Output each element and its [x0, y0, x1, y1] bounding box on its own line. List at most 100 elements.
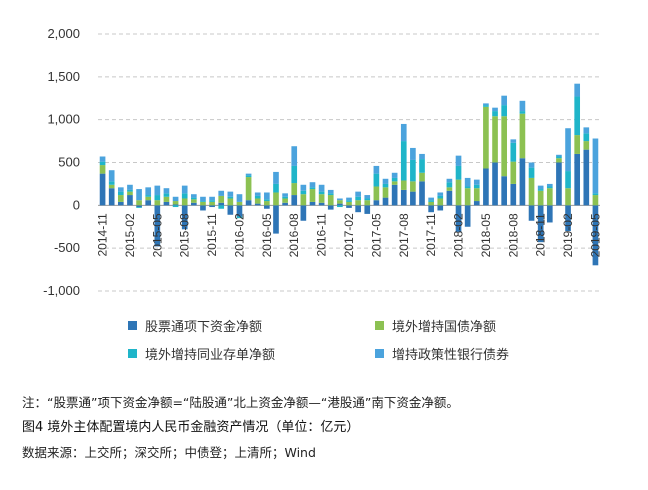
bar-segment [273, 171, 279, 184]
bar-segment [99, 165, 106, 174]
bar-segment [145, 195, 152, 197]
legend-label: 增持政策性银行债券 [392, 348, 510, 363]
bar-segment [446, 182, 453, 188]
x-tick-label: 2015-08 [178, 213, 192, 257]
bar-segment [136, 205, 142, 208]
bar-segment [537, 190, 544, 206]
bar-segment [191, 202, 197, 206]
bar-segment [382, 187, 389, 198]
bar-segment [428, 197, 434, 201]
bar-segment [565, 128, 571, 172]
bar-segment [172, 201, 179, 205]
legend-swatch [128, 321, 137, 330]
bar-segment [117, 191, 124, 196]
bar-segment [592, 138, 599, 194]
legend-item-treasury: 境外增持国债净额 [375, 316, 496, 335]
bar-segment [209, 205, 215, 208]
bar-segment [592, 195, 599, 206]
bar-segment [291, 146, 298, 166]
x-tick-label: 2018-08 [506, 213, 520, 257]
bar-segment [583, 149, 590, 206]
bar-segment [181, 193, 188, 199]
bar-segment [373, 186, 380, 201]
bar-segment [355, 191, 361, 197]
bar-segment [273, 205, 279, 234]
bar-segment [464, 186, 471, 189]
bar-segment [327, 195, 334, 206]
bar-segment [136, 200, 142, 206]
bar-segment [318, 194, 325, 203]
bar-segment [163, 193, 170, 197]
bar-segment [537, 205, 544, 243]
bar-segment [154, 200, 161, 206]
bar-segment [355, 196, 361, 201]
bar-segment [227, 196, 234, 199]
bar-segment [419, 159, 425, 173]
bar-segment [528, 167, 535, 178]
bar-segment [318, 191, 325, 195]
bar-segment [291, 165, 298, 184]
bar-segment [455, 179, 462, 206]
bar-segment [501, 95, 507, 106]
bar-segment [245, 175, 252, 178]
x-tick-label: 2016-11 [315, 213, 329, 256]
bar-segment [309, 201, 316, 206]
x-tick-label: 2019-05 [588, 213, 602, 257]
bar-segment [218, 202, 225, 206]
bar-segment [492, 162, 498, 206]
bar-segment [227, 198, 234, 206]
bar-segment [483, 168, 489, 206]
x-tick-label: 2014-11 [96, 213, 110, 256]
bar-segment [309, 182, 316, 188]
bar-segment [519, 111, 526, 114]
bar-segment [145, 200, 152, 206]
bar-segment [464, 205, 471, 227]
bar-segment [592, 193, 599, 196]
bar-segment [537, 189, 544, 191]
bar-segment [483, 103, 489, 106]
bar-segment [273, 183, 279, 193]
bar-segment [181, 198, 188, 206]
legend-swatch [128, 349, 137, 358]
x-tick-label: 2016-08 [287, 213, 301, 257]
bar-segment [245, 177, 252, 201]
legend-swatch [375, 349, 384, 358]
data-source: 数据来源：上交所；深交所；中债登；上清所；Wind [22, 445, 316, 460]
bar-segment [583, 141, 590, 150]
bar-segment [163, 188, 170, 194]
bar-segment [227, 191, 234, 197]
bar-segment [163, 196, 170, 202]
bar-segment [200, 196, 206, 202]
bar-segment [455, 205, 462, 232]
bar-segment [446, 187, 453, 191]
bar-segment [556, 154, 562, 157]
y-tick-label: -1,000 [43, 283, 80, 298]
bar-segment [127, 195, 133, 206]
bar-segment [391, 184, 398, 206]
bar-segment [209, 201, 215, 206]
bar-segment [236, 194, 243, 202]
bar-segment [236, 216, 243, 219]
x-tick-label: 2019-02 [561, 213, 575, 257]
bar-segment [337, 205, 343, 208]
bar-segment [546, 186, 553, 189]
bar-segment [245, 200, 252, 206]
bar-segment [300, 184, 307, 191]
bar-segment [565, 205, 571, 232]
x-tick-label: 2015-11 [205, 213, 219, 256]
bar-segment [546, 205, 553, 223]
bar-segment [136, 189, 142, 201]
bar-segment [410, 181, 416, 192]
x-tick-label: 2018-05 [479, 213, 493, 257]
bar-segment [373, 173, 380, 187]
bar-segment [400, 123, 407, 142]
bar-segment [428, 205, 434, 213]
bar-segment [428, 200, 434, 202]
bar-segment [236, 201, 243, 206]
bar-segment [565, 171, 571, 189]
bar-segment [154, 185, 161, 196]
bar-segment [291, 195, 298, 206]
bar-segment [309, 187, 316, 190]
legend-label: 境外增持国债净额 [392, 320, 497, 335]
bar-segment [528, 177, 535, 206]
